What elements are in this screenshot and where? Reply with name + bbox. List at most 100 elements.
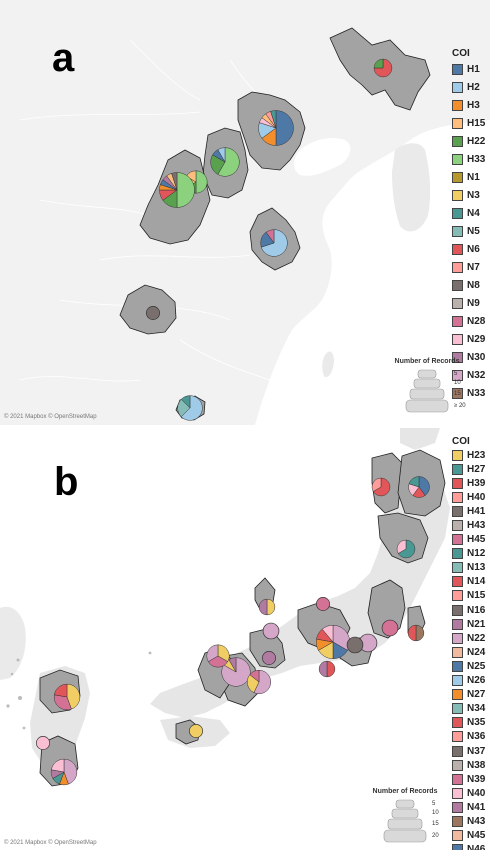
legend-item-h23: H23 <box>452 448 485 462</box>
legend-item-h15: H15 <box>452 114 485 132</box>
legend-title-a: COI <box>452 48 470 59</box>
legend-swatch <box>452 830 463 842</box>
legend-item-n24: N24 <box>452 645 485 659</box>
legend-item-n14: N14 <box>452 575 485 589</box>
legend-item-n38: N38 <box>452 758 485 772</box>
map-attribution-a: © 2021 Mapbox © OpenStreetMap <box>4 414 97 420</box>
legend-swatch <box>452 243 463 255</box>
pie-slice-h23 <box>266 598 276 616</box>
haplotype-pie <box>177 395 203 421</box>
haplotype-pie <box>53 683 81 711</box>
legend-swatch <box>452 463 463 475</box>
pie-slice-n25 <box>418 476 430 496</box>
mainland-edge <box>0 606 26 680</box>
legend-item-n27: N27 <box>452 688 485 702</box>
legend-swatch <box>452 787 463 799</box>
legend-item-n40: N40 <box>452 786 485 800</box>
legend-item-n6: N6 <box>452 240 485 258</box>
legend-swatch <box>452 477 463 489</box>
map-attribution-b: © 2021 Mapbox © OpenStreetMap <box>4 840 97 846</box>
legend-swatch <box>452 745 463 757</box>
legend-label: H22 <box>467 135 486 147</box>
legend-item-n46: N46 <box>452 843 485 850</box>
legend-label: N27 <box>467 689 486 701</box>
haplotype-pie <box>408 476 430 498</box>
pie-slice-n28 <box>265 229 275 244</box>
size-legend-label: 10 <box>432 810 439 816</box>
legend-item-h22: H22 <box>452 132 485 150</box>
pie-slice-n35 <box>326 660 336 678</box>
size-legend-label: ≥ 20 <box>454 403 466 409</box>
legend-swatch <box>452 590 463 602</box>
legend-label: N36 <box>467 731 486 743</box>
legend-item-h43: H43 <box>452 518 485 532</box>
size-legend-a: Number of Records 5 10 15 ≥ 20 <box>382 358 472 420</box>
legend-item-n1: N1 <box>452 168 485 186</box>
legend-item-n9: N9 <box>452 294 485 312</box>
legend-label: H23 <box>467 449 486 461</box>
pie-slice-n22 <box>206 644 219 662</box>
haplotype-pie <box>36 736 50 750</box>
pie-slice-h45 <box>381 619 399 637</box>
haplotype-pie <box>373 58 393 78</box>
legend-label: N40 <box>467 787 486 799</box>
pie-slice-h40 <box>371 477 382 492</box>
pie-slice-h27 <box>408 476 420 488</box>
legend-swatch <box>452 207 463 219</box>
pie-slice-n8 <box>171 172 178 191</box>
legend-swatch <box>452 646 463 658</box>
legend-label: N32 <box>467 369 486 381</box>
legend-swatch <box>452 576 463 588</box>
haplotype-pie <box>316 597 330 611</box>
legend-item-n36: N36 <box>452 730 485 744</box>
region-tohoku-south <box>377 512 429 564</box>
pie-slice-n40 <box>36 736 50 750</box>
size-legend-label: 5 <box>432 801 436 807</box>
pie-slice-h2 <box>260 229 288 257</box>
legend-item-h1: H1 <box>452 60 485 78</box>
legend-label: N39 <box>467 773 486 785</box>
legend-item-h27: H27 <box>452 462 485 476</box>
legend-item-n28: N28 <box>452 312 485 330</box>
haplotype-pie <box>210 147 240 177</box>
hokkaido-edge <box>400 428 440 450</box>
legend-label: N21 <box>467 618 486 630</box>
legend-swatch <box>452 520 463 532</box>
legend-swatch <box>452 297 463 309</box>
pie-slice-h23 <box>189 724 203 738</box>
legend-label: N22 <box>467 632 486 644</box>
pie-layer-a <box>146 58 393 421</box>
pie-slice-n21 <box>258 598 268 616</box>
legend-label: H43 <box>467 520 486 532</box>
pie-slice-h33 <box>195 170 208 194</box>
legend-item-h33: H33 <box>452 150 485 168</box>
panel-letter-b: b <box>54 460 79 504</box>
legend-swatch <box>452 801 463 813</box>
legend-swatch <box>452 844 463 850</box>
legend-label: N25 <box>467 660 486 672</box>
legend-item-n41: N41 <box>452 800 485 814</box>
legend-swatch <box>452 351 463 363</box>
legend-label: N41 <box>467 801 486 813</box>
legend-item-n22: N22 <box>452 631 485 645</box>
legend-item-h39: H39 <box>452 476 485 490</box>
pie-slice-h41 <box>346 636 364 654</box>
legend-swatch <box>452 632 463 644</box>
legend-item-h3: H3 <box>452 96 485 114</box>
pie-slice-n21 <box>318 660 328 678</box>
sea-area <box>255 120 490 425</box>
legend-label: N7 <box>467 261 480 273</box>
legend-label: N37 <box>467 745 486 757</box>
legend-item-n13: N13 <box>452 561 485 575</box>
legend-swatch <box>452 261 463 273</box>
haplotype-pie <box>318 660 336 678</box>
legend-label: N15 <box>467 590 486 602</box>
legend-label: N8 <box>467 279 480 291</box>
legend-swatch <box>452 153 463 165</box>
size-legend-title-b: Number of Records <box>372 788 438 795</box>
legend-swatch <box>452 491 463 503</box>
panel-letter-a: a <box>52 36 75 80</box>
legend-swatch <box>452 660 463 672</box>
legend-label: N6 <box>467 243 480 255</box>
legend-item-n26: N26 <box>452 674 485 688</box>
